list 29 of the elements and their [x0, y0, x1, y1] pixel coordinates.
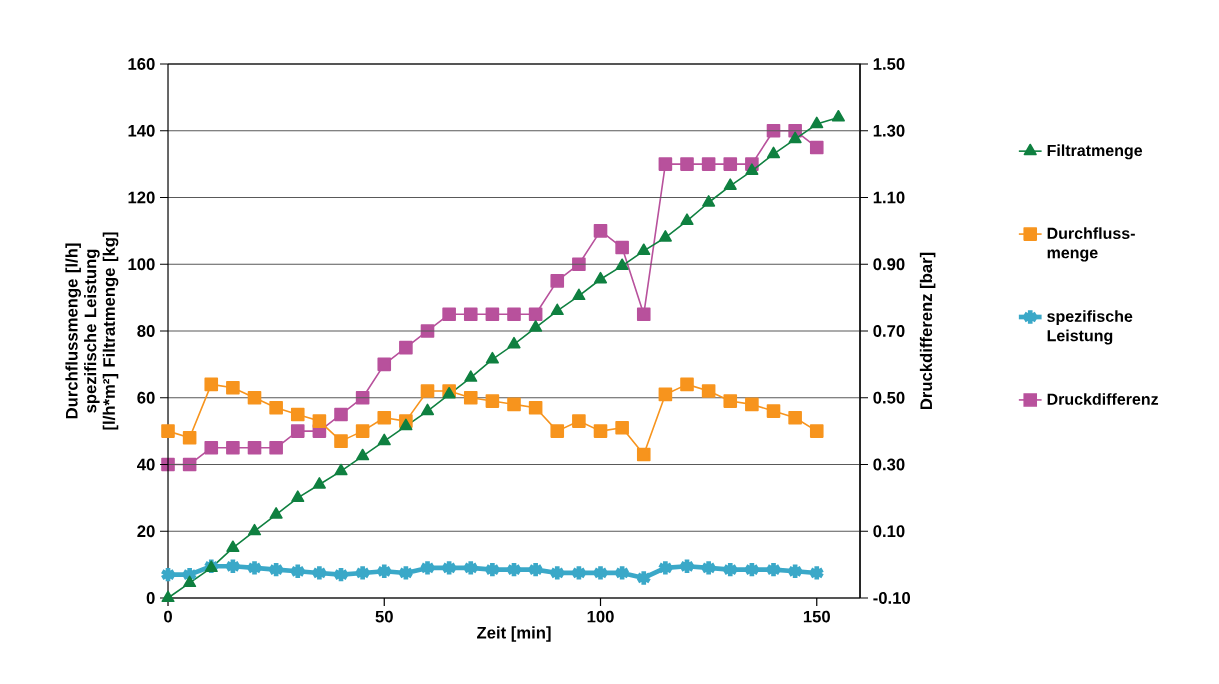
y2-axis-title: Druckdifferenz [bar]	[919, 252, 936, 410]
legend-label: Durchfluss-menge	[1047, 227, 1135, 262]
y2-tick-label: 0.50	[873, 391, 905, 404]
y2-tick-label: 1.50	[873, 58, 905, 70]
y-tick-label: 100	[128, 258, 155, 271]
x-tick-label: 100	[587, 610, 614, 623]
y2-tick-label: 0.30	[873, 458, 905, 471]
x-tick-label: 0	[164, 610, 172, 623]
y-tick-label: 20	[137, 525, 155, 538]
y-tick-label: 120	[128, 191, 155, 204]
y-tick-label: 60	[137, 391, 155, 404]
y-tick-label: 140	[128, 124, 155, 137]
x-tick-label: 150	[803, 610, 830, 623]
y-tick-label: 0	[146, 592, 155, 604]
legend-label: spezifische Leistung	[1047, 310, 1133, 345]
x-tick-label: 50	[375, 610, 393, 623]
y2-tick-label: 1.30	[873, 124, 905, 137]
legend-label: Filtratmenge	[1047, 144, 1143, 160]
y-tick-label: 160	[128, 58, 155, 70]
y2-tick-label: 0.90	[873, 258, 905, 271]
x-axis-title: Zeit [min]	[477, 626, 551, 642]
y-tick-label: 40	[137, 458, 155, 471]
y2-tick-label: 0.10	[873, 525, 905, 538]
y2-tick-label: -0.10	[873, 592, 911, 604]
y-axis-title: Durchflussmenge [l/h] spezifische Leistung [l/h*m²] Filtratmenge [kg]	[65, 232, 119, 430]
legend-label: Druckdifferenz	[1047, 393, 1159, 405]
y-tick-label: 80	[137, 325, 155, 337]
y2-tick-label: 0.70	[873, 325, 905, 337]
y2-tick-label: 1.10	[873, 191, 905, 204]
